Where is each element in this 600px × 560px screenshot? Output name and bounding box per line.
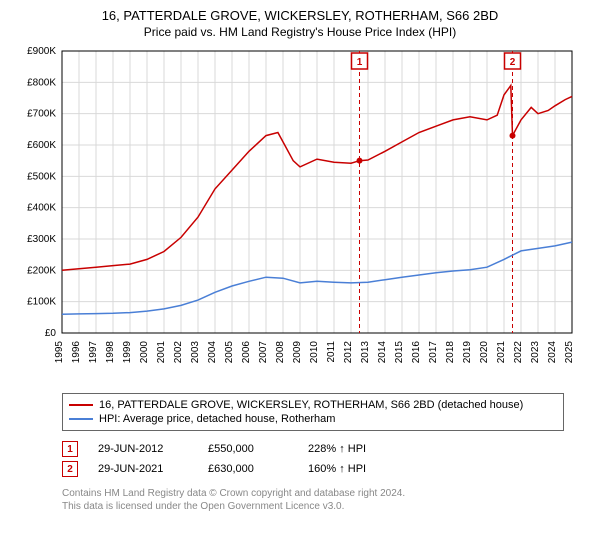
svg-text:£300K: £300K <box>27 234 56 245</box>
svg-text:2008: 2008 <box>275 341 286 364</box>
title-subtitle: Price paid vs. HM Land Registry's House … <box>12 25 588 39</box>
svg-text:2012: 2012 <box>343 341 354 364</box>
svg-text:2021: 2021 <box>496 341 507 364</box>
footnote: Contains HM Land Registry data © Crown c… <box>62 487 564 513</box>
title-address: 16, PATTERDALE GROVE, WICKERSLEY, ROTHER… <box>12 8 588 23</box>
svg-text:£500K: £500K <box>27 171 56 182</box>
event-marker: 1 <box>62 441 78 457</box>
svg-text:2003: 2003 <box>190 341 201 364</box>
event-pct: 160% ↑ HPI <box>308 463 398 475</box>
svg-text:2004: 2004 <box>207 341 218 364</box>
svg-text:2023: 2023 <box>530 341 541 364</box>
event-marker: 2 <box>62 461 78 477</box>
svg-text:2024: 2024 <box>547 341 558 364</box>
svg-text:2022: 2022 <box>513 341 524 364</box>
svg-text:2010: 2010 <box>309 341 320 364</box>
footnote-line: Contains HM Land Registry data © Crown c… <box>62 487 564 500</box>
legend-swatch <box>69 404 93 406</box>
svg-text:2007: 2007 <box>258 341 269 364</box>
svg-text:1996: 1996 <box>71 341 82 364</box>
svg-text:2013: 2013 <box>360 341 371 364</box>
svg-text:£600K: £600K <box>27 140 56 151</box>
legend-label: 16, PATTERDALE GROVE, WICKERSLEY, ROTHER… <box>99 399 523 411</box>
svg-text:2006: 2006 <box>241 341 252 364</box>
legend: 16, PATTERDALE GROVE, WICKERSLEY, ROTHER… <box>62 393 564 431</box>
svg-text:2019: 2019 <box>462 341 473 364</box>
legend-item: 16, PATTERDALE GROVE, WICKERSLEY, ROTHER… <box>69 398 557 412</box>
event-row: 1 29-JUN-2012 £550,000 228% ↑ HPI <box>62 439 564 459</box>
event-price: £630,000 <box>208 463 288 475</box>
event-date: 29-JUN-2012 <box>98 443 188 455</box>
svg-text:2005: 2005 <box>224 341 235 364</box>
svg-text:2025: 2025 <box>564 341 575 364</box>
svg-text:1998: 1998 <box>105 341 116 364</box>
svg-text:1: 1 <box>357 57 363 68</box>
svg-text:2014: 2014 <box>377 341 388 364</box>
title-block: 16, PATTERDALE GROVE, WICKERSLEY, ROTHER… <box>12 8 588 39</box>
svg-text:2: 2 <box>510 57 516 68</box>
svg-text:1997: 1997 <box>88 341 99 364</box>
event-date: 29-JUN-2021 <box>98 463 188 475</box>
svg-text:£800K: £800K <box>27 77 56 88</box>
svg-text:£0: £0 <box>45 328 57 339</box>
svg-text:2011: 2011 <box>326 341 337 363</box>
svg-text:2020: 2020 <box>479 341 490 364</box>
event-price: £550,000 <box>208 443 288 455</box>
svg-text:£700K: £700K <box>27 109 56 120</box>
footnote-line: This data is licensed under the Open Gov… <box>62 500 564 513</box>
svg-text:2018: 2018 <box>445 341 456 364</box>
svg-text:1995: 1995 <box>54 341 65 364</box>
svg-text:£400K: £400K <box>27 203 56 214</box>
event-pct: 228% ↑ HPI <box>308 443 398 455</box>
svg-text:2009: 2009 <box>292 341 303 364</box>
svg-text:2000: 2000 <box>139 341 150 364</box>
svg-text:£200K: £200K <box>27 265 56 276</box>
chart-container: 16, PATTERDALE GROVE, WICKERSLEY, ROTHER… <box>0 0 600 517</box>
sale-events: 1 29-JUN-2012 £550,000 228% ↑ HPI 2 29-J… <box>62 439 564 479</box>
svg-text:2001: 2001 <box>156 341 167 364</box>
chart-plot: £0 £100K £200K £300K £400K £500K £600K £700K £80… <box>12 45 588 385</box>
svg-text:2016: 2016 <box>411 341 422 364</box>
legend-item: HPI: Average price, detached house, Roth… <box>69 412 557 426</box>
svg-text:£100K: £100K <box>27 297 56 308</box>
svg-text:2015: 2015 <box>394 341 405 364</box>
legend-swatch <box>69 418 93 420</box>
legend-label: HPI: Average price, detached house, Roth… <box>99 413 335 425</box>
svg-text:£900K: £900K <box>27 46 56 57</box>
svg-text:2017: 2017 <box>428 341 439 364</box>
svg-text:2002: 2002 <box>173 341 184 364</box>
event-row: 2 29-JUN-2021 £630,000 160% ↑ HPI <box>62 459 564 479</box>
svg-text:1999: 1999 <box>122 341 133 364</box>
